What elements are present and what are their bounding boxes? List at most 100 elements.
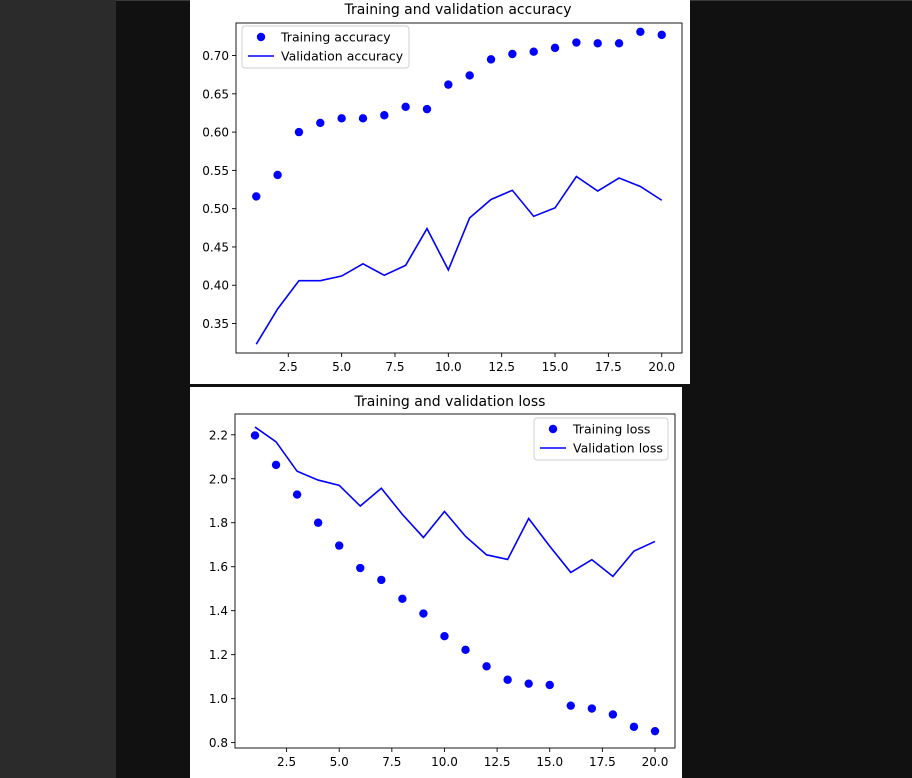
- accuracy-training-point: [636, 27, 645, 37]
- accuracy-training-point: [358, 114, 368, 123]
- accuracy-y-tick-label: 0.40: [202, 279, 229, 293]
- accuracy-y-tick: 0.50: [202, 202, 236, 216]
- accuracy-training-point: [465, 71, 474, 80]
- loss-y-tick-label: 1.8: [209, 516, 228, 530]
- loss-training-point: [335, 541, 344, 550]
- loss-x-tick-label: 17.5: [589, 755, 616, 769]
- accuracy-x-tick: 5.0: [332, 353, 351, 374]
- loss-y-tick-label: 2.0: [209, 472, 228, 486]
- accuracy-training-point: [273, 170, 282, 180]
- loss-x-tick: 5.0: [330, 748, 349, 769]
- loss-legend: Training loss Validation loss: [533, 417, 669, 461]
- accuracy-x-tick-label: 20.0: [648, 360, 675, 374]
- loss-plot-frame: [234, 413, 676, 749]
- loss-y-tick: 1.6: [209, 560, 235, 574]
- accuracy-x-tick-label: 17.5: [595, 360, 622, 374]
- accuracy-training-point: [657, 30, 666, 40]
- loss-training-point: [503, 675, 512, 684]
- accuracy-training-point: [380, 111, 389, 120]
- loss-validation-line: [254, 426, 656, 578]
- loss-legend-point-marker: [548, 424, 558, 434]
- accuracy-x-tick-label: 7.5: [385, 360, 404, 374]
- loss-training-point: [482, 662, 491, 671]
- accuracy-y-tick: 0.70: [202, 49, 236, 63]
- loss-x-tick-label: 12.5: [484, 755, 511, 769]
- accuracy-y-tick-label: 0.60: [202, 126, 229, 140]
- accuracy-training-point: [337, 114, 346, 123]
- loss-training-point: [629, 722, 639, 731]
- accuracy-x-tick-label: 10.0: [435, 360, 462, 374]
- accuracy-x-tick-label: 15.0: [542, 360, 569, 374]
- accuracy-y-tick: 0.40: [202, 279, 236, 293]
- accuracy-legend-label: Training accuracy: [280, 30, 391, 45]
- loss-y-tick: 1.2: [209, 648, 235, 662]
- loss-x-tick: 12.5: [484, 748, 511, 769]
- loss-training-point: [313, 518, 323, 527]
- loss-y-tick-label: 1.2: [209, 648, 228, 662]
- accuracy-training-point: [444, 80, 453, 89]
- loss-y-tick: 2.2: [209, 428, 235, 442]
- loss-training-point: [587, 704, 597, 713]
- accuracy-training-point: [422, 104, 432, 114]
- accuracy-x-tick: 10.0: [435, 353, 462, 374]
- loss-x-tick: 20.0: [642, 748, 669, 769]
- accuracy-x-tick: 17.5: [595, 353, 622, 374]
- accuracy-chart: Training and validation accuracy 2.5 5.0 7…: [202, 2, 683, 374]
- loss-y-tick-label: 0.8: [209, 736, 228, 750]
- accuracy-x-tick: 7.5: [385, 353, 405, 374]
- loss-y-tick: 2.0: [209, 472, 235, 486]
- loss-training-point: [608, 710, 618, 719]
- loss-y-tick-label: 1.0: [209, 692, 228, 706]
- loss-training-point: [271, 460, 281, 470]
- loss-x-tick-label: 5.0: [330, 755, 349, 769]
- loss-training-point: [524, 679, 533, 688]
- loss-figure: Training and validation loss 2.5 5.0 7.5 10…: [190, 387, 682, 778]
- loss-chart-title: Training and validation loss: [354, 394, 546, 410]
- accuracy-validation-line: [255, 175, 663, 345]
- accuracy-y-tick: 0.35: [202, 317, 236, 331]
- loss-training-point: [419, 609, 428, 618]
- accuracy-y-tick-label: 0.70: [202, 49, 229, 63]
- loss-x-tick-label: 2.5: [277, 755, 296, 769]
- loss-x-tick: 7.5: [382, 748, 401, 769]
- accuracy-training-point: [529, 47, 538, 56]
- loss-legend-label: Training loss: [572, 422, 650, 437]
- accuracy-y-tick: 0.60: [202, 126, 236, 140]
- accuracy-training-point: [486, 55, 496, 64]
- loss-y-tick: 1.4: [209, 604, 235, 618]
- loss-training-point: [566, 701, 575, 710]
- accuracy-y-tick-label: 0.55: [202, 164, 229, 178]
- loss-y-tick-label: 1.4: [209, 604, 228, 618]
- loss-training-point: [398, 594, 407, 604]
- accuracy-figure: Training and validation accuracy 2.5 5.0 7…: [190, 0, 690, 384]
- loss-x-tick-label: 7.5: [382, 755, 401, 769]
- accuracy-training-point: [252, 192, 261, 201]
- accuracy-training-point: [550, 43, 560, 53]
- loss-training-point: [650, 726, 660, 736]
- accuracy-y-tick: 0.65: [202, 87, 236, 101]
- accuracy-legend: Training accuracy Validation accuracy: [241, 25, 410, 69]
- loss-chart: Training and validation loss 2.5 5.0 7.5 10…: [209, 394, 676, 769]
- loss-y-tick-label: 2.2: [209, 428, 228, 442]
- loss-x-tick: 17.5: [589, 748, 616, 769]
- accuracy-legend-point-marker: [256, 32, 266, 42]
- loss-training-point: [292, 490, 302, 499]
- loss-training-point: [545, 680, 554, 690]
- accuracy-x-tick-label: 5.0: [332, 360, 351, 374]
- accuracy-training-point: [614, 39, 624, 48]
- loss-x-tick-label: 20.0: [642, 755, 669, 769]
- loss-x-tick: 15.0: [536, 748, 563, 769]
- accuracy-y-tick-label: 0.35: [202, 317, 229, 331]
- accuracy-x-tick-label: 2.5: [279, 360, 298, 374]
- accuracy-training-point: [593, 39, 602, 48]
- loss-training-point: [356, 563, 365, 573]
- loss-x-tick: 2.5: [277, 748, 296, 769]
- left-panel: [0, 0, 116, 778]
- loss-x-tick-label: 15.0: [536, 755, 563, 769]
- loss-y-tick-label: 1.6: [209, 560, 228, 574]
- accuracy-training-point: [508, 49, 517, 59]
- accuracy-x-tick: 2.5: [279, 353, 298, 374]
- accuracy-y-tick: 0.55: [202, 164, 236, 178]
- accuracy-chart-title: Training and validation accuracy: [343, 2, 571, 18]
- loss-y-tick: 1.0: [209, 692, 235, 706]
